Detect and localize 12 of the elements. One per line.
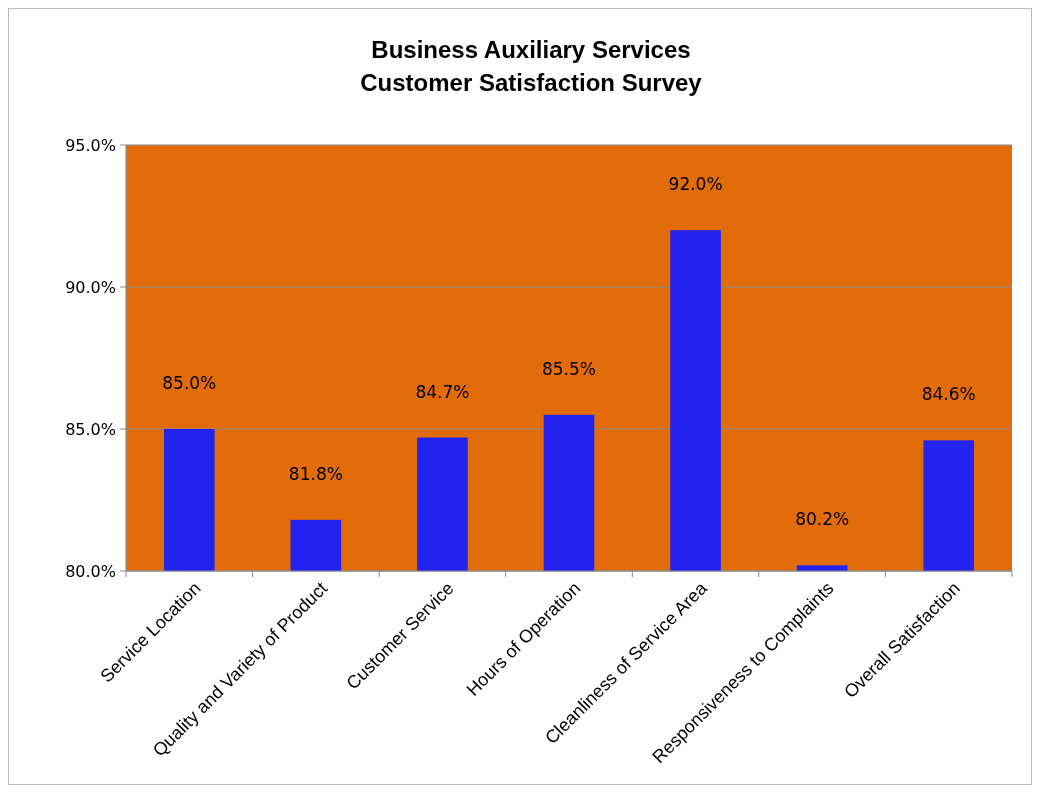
y-tick-label: 95.0% [65, 135, 116, 155]
y-tick-label: 90.0% [65, 277, 116, 297]
data-label: 85.5% [541, 358, 597, 379]
data-label: 80.2% [795, 509, 850, 530]
data-label: 81.8% [288, 463, 343, 484]
data-label: 92.0% [668, 174, 723, 195]
y-tick-label: 85.0% [65, 419, 116, 439]
data-label: 85.0% [162, 373, 217, 393]
data-label: 84.6% [921, 384, 976, 405]
y-tick-label: 80.0% [65, 561, 116, 581]
data-label: 84.7% [415, 381, 470, 402]
chart-title: Business Auxiliary Services Customer Satisfaction Survey [360, 36, 703, 96]
